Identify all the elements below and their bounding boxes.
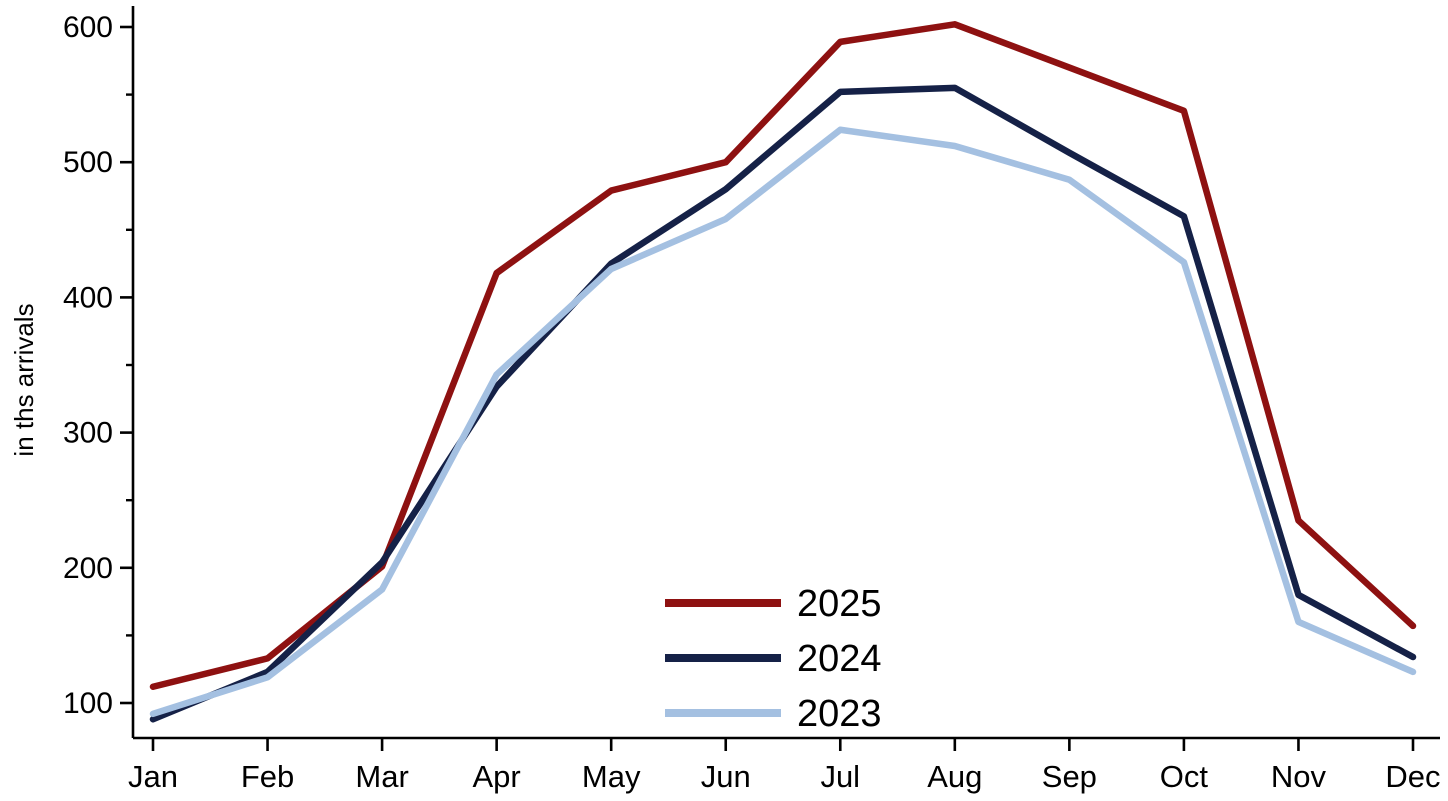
x-tick-label-oct: Oct — [1160, 759, 1209, 794]
y-tick-label-400: 400 — [63, 281, 113, 314]
y-tick-label-300: 300 — [63, 417, 113, 450]
legend-label-2025: 2025 — [797, 583, 882, 625]
x-tick-label-mar: Mar — [355, 759, 408, 794]
x-tick-label-jan: Jan — [128, 759, 178, 794]
legend-item-2025: 2025 — [665, 583, 882, 625]
series-line-2023 — [149, 126, 1417, 718]
plot-lines — [149, 21, 1417, 723]
x-tick-label-nov: Nov — [1271, 759, 1327, 794]
x-tick-label-sep: Sep — [1042, 759, 1097, 794]
legend: 2025 2024 2023 — [665, 583, 882, 735]
legend-item-2024: 2024 — [665, 638, 882, 680]
x-axis: Jan Feb Mar Apr May Jun Jul Aug Sep Oct Nov Dec — [128, 736, 1441, 794]
series-line-2024 — [149, 84, 1417, 723]
x-tick-label-apr: Apr — [473, 759, 521, 794]
x-tick-label-aug: Aug — [927, 759, 982, 794]
x-tick-label-jun: Jun — [701, 759, 751, 794]
x-tick-label-dec: Dec — [1385, 759, 1440, 794]
x-tick-label-jul: Jul — [820, 759, 860, 794]
y-tick-label-600: 600 — [63, 11, 113, 44]
y-axis: 100 200 300 400 500 600 — [63, 6, 135, 738]
y-axis-title: in ths arrivals — [9, 303, 39, 456]
legend-item-2023: 2023 — [665, 693, 882, 735]
x-tick-label-may: May — [582, 759, 641, 794]
y-tick-label-200: 200 — [63, 552, 113, 585]
y-axis-title-text: in ths arrivals — [9, 303, 39, 456]
legend-label-2024: 2024 — [797, 638, 882, 680]
y-tick-label-100: 100 — [63, 687, 113, 720]
y-tick-label-500: 500 — [63, 146, 113, 179]
x-tick-label-feb: Feb — [241, 759, 294, 794]
legend-label-2023: 2023 — [797, 693, 882, 735]
